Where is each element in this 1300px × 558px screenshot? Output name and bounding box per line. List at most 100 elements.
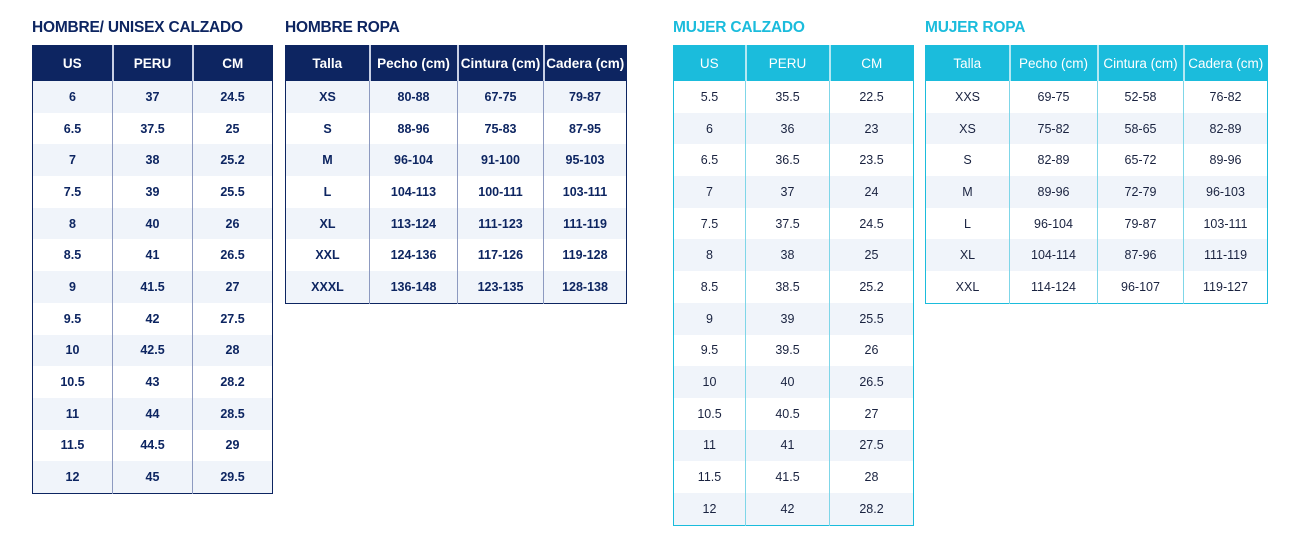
table-cell: 7.5: [32, 176, 113, 208]
table-cell: 117-126: [457, 239, 544, 272]
table-cell: 7.5: [673, 207, 746, 240]
table-cell: 10: [673, 366, 746, 398]
table-row: S 82-89 65-72 89-96: [925, 144, 1268, 177]
table-cell: 96-104: [369, 144, 458, 177]
mujer-calzado-table: US PERU CM 5.5 35.5 22.5 6 36 23 6.5 36.5 23.5 7 37 24…: [673, 45, 914, 526]
table-cell: 8.5: [32, 239, 113, 272]
table-cell: L: [285, 176, 370, 208]
table-cell: 136-148: [369, 271, 458, 304]
column-header: CM: [828, 45, 914, 81]
table-cell: 128-138: [543, 271, 627, 304]
table-cell: 26: [192, 207, 273, 240]
table-cell: M: [925, 176, 1010, 208]
column-header: Cintura (cm): [456, 45, 545, 81]
table-cell: XXL: [285, 239, 370, 272]
table-cell: 10: [32, 334, 113, 367]
table-row: XXS 69-75 52-58 76-82: [925, 81, 1268, 113]
table-cell: 39.5: [745, 334, 830, 367]
table-cell: 29: [192, 429, 273, 462]
mujer-ropa-table: Talla Pecho (cm) Cintura (cm) Cadera (cm) XX…: [925, 45, 1268, 304]
table-row: 11 44 28.5: [32, 397, 273, 430]
column-header: US: [673, 45, 747, 81]
table-cell: 80-88: [369, 81, 458, 113]
table-row: 7 38 25.2: [32, 144, 273, 177]
table-row: 9 41.5 27: [32, 271, 273, 303]
table-cell: 103-111: [1183, 207, 1268, 240]
section-title: MUJER CALZADO: [673, 19, 805, 36]
table-cell: 38: [745, 239, 830, 272]
table-cell: XXL: [925, 271, 1010, 304]
table-cell: 87-95: [543, 112, 627, 145]
table-cell: 113-124: [369, 207, 458, 240]
table-row: 5.5 35.5 22.5: [673, 81, 914, 113]
section-title: HOMBRE/ UNISEX CALZADO: [32, 19, 243, 36]
table-cell: 76-82: [1183, 81, 1268, 113]
table-cell: 9.5: [32, 302, 113, 335]
table-cell: 23: [829, 112, 914, 145]
table-row: 7.5 39 25.5: [32, 176, 273, 208]
table-row: 11 41 27.5: [673, 429, 914, 462]
table-row: 6 37 24.5: [32, 81, 273, 113]
table-cell: 58-65: [1097, 112, 1184, 145]
table-cell: 11.5: [32, 429, 113, 462]
table-cell: 89-96: [1009, 176, 1098, 208]
table-cell: 41: [745, 429, 830, 462]
table-row: M 96-104 91-100 95-103: [285, 144, 627, 177]
table-cell: 28.2: [192, 366, 273, 398]
table-cell: 123-135: [457, 271, 544, 304]
table-cell: 5.5: [673, 81, 746, 113]
mujer-calzado-section: MUJER CALZADO US PERU CM 5.5 35.5 22.5 6 36 23 6.5…: [673, 16, 914, 526]
table-cell: 79-87: [543, 81, 627, 113]
table-cell: S: [285, 112, 370, 145]
table-cell: 35.5: [745, 81, 830, 113]
table-row: 9.5 42 27.5: [32, 302, 273, 335]
section-title: HOMBRE ROPA: [285, 19, 400, 36]
table-row: XS 80-88 67-75 79-87: [285, 81, 627, 113]
table-cell: S: [925, 144, 1010, 177]
table-cell: 28: [192, 334, 273, 367]
table-cell: 28.5: [192, 397, 273, 430]
table-cell: 40: [745, 366, 830, 398]
table-cell: 36: [745, 112, 830, 145]
hombre-ropa-table: Talla Pecho (cm) Cintura (cm) Cadera (cm) XS…: [285, 45, 627, 304]
table-cell: 41.5: [112, 271, 193, 303]
table-row: 6.5 37.5 25: [32, 112, 273, 145]
table-row: 7.5 37.5 24.5: [673, 207, 914, 240]
table-cell: 11.5: [673, 461, 746, 493]
table-cell: 9: [673, 302, 746, 335]
table-row: 8.5 38.5 25.2: [673, 271, 914, 303]
table-row: 10.5 40.5 27: [673, 397, 914, 430]
table-cell: 8: [32, 207, 113, 240]
table-row: 9.5 39.5 26: [673, 334, 914, 367]
table-cell: 6.5: [32, 112, 113, 145]
table-cell: 22.5: [829, 81, 914, 113]
table-cell: 67-75: [457, 81, 544, 113]
table-cell: 37.5: [745, 207, 830, 240]
table-cell: 96-107: [1097, 271, 1184, 304]
table-cell: 29.5: [192, 461, 273, 494]
table-cell: 25.5: [829, 302, 914, 335]
column-header: Cadera (cm): [542, 45, 627, 81]
table-cell: 25: [192, 112, 273, 145]
column-header: Pecho (cm): [1008, 45, 1099, 81]
table-cell: 104-113: [369, 176, 458, 208]
table-cell: 26.5: [829, 366, 914, 398]
table-cell: XS: [285, 81, 370, 113]
column-header: US: [32, 45, 114, 81]
table-cell: 38: [112, 144, 193, 177]
table-cell: 37: [745, 176, 830, 208]
table-cell: 79-87: [1097, 207, 1184, 240]
section-title: MUJER ROPA: [925, 19, 1026, 36]
table-cell: 25.2: [829, 271, 914, 303]
table-cell: 28: [829, 461, 914, 493]
table-cell: 24.5: [192, 81, 273, 113]
table-cell: XS: [925, 112, 1010, 145]
table-row: 6.5 36.5 23.5: [673, 144, 914, 177]
table-cell: 27.5: [829, 429, 914, 462]
column-header: PERU: [744, 45, 831, 81]
table-cell: 25.5: [192, 176, 273, 208]
table-cell: 88-96: [369, 112, 458, 145]
column-header: Talla: [285, 45, 371, 81]
column-header: PERU: [111, 45, 194, 81]
table-cell: 111-119: [1183, 239, 1268, 272]
